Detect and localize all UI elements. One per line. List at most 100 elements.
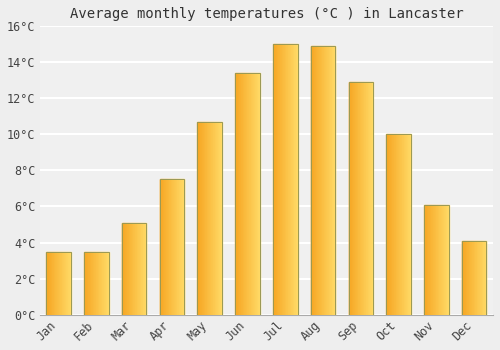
Bar: [429, 205, 430, 315]
Bar: [323, 46, 324, 315]
Bar: [247, 73, 248, 315]
Bar: [122, 223, 123, 315]
Bar: [392, 134, 393, 315]
Bar: [288, 44, 289, 315]
Bar: [160, 180, 184, 315]
Bar: [141, 223, 142, 315]
Bar: [58, 252, 59, 315]
Bar: [474, 241, 475, 315]
Bar: [410, 134, 411, 315]
Bar: [199, 122, 200, 315]
Bar: [368, 82, 369, 315]
Bar: [367, 82, 368, 315]
Bar: [215, 122, 216, 315]
Bar: [333, 46, 334, 315]
Bar: [286, 44, 287, 315]
Bar: [166, 180, 167, 315]
Bar: [175, 180, 176, 315]
Bar: [446, 205, 447, 315]
Bar: [284, 44, 285, 315]
Bar: [236, 73, 237, 315]
Bar: [165, 180, 166, 315]
Bar: [478, 241, 479, 315]
Bar: [250, 73, 251, 315]
Bar: [131, 223, 132, 315]
Bar: [84, 252, 85, 315]
Bar: [360, 82, 361, 315]
Bar: [431, 205, 432, 315]
Bar: [92, 252, 93, 315]
Bar: [387, 134, 388, 315]
Bar: [395, 134, 396, 315]
Bar: [64, 252, 66, 315]
Bar: [348, 82, 373, 315]
Bar: [400, 134, 401, 315]
Bar: [469, 241, 470, 315]
Bar: [329, 46, 330, 315]
Bar: [396, 134, 398, 315]
Bar: [274, 44, 275, 315]
Bar: [173, 180, 174, 315]
Bar: [123, 223, 124, 315]
Bar: [145, 223, 146, 315]
Bar: [63, 252, 64, 315]
Bar: [349, 82, 350, 315]
Bar: [202, 122, 203, 315]
Bar: [402, 134, 403, 315]
Bar: [394, 134, 395, 315]
Bar: [174, 180, 175, 315]
Bar: [292, 44, 293, 315]
Bar: [239, 73, 240, 315]
Bar: [316, 46, 317, 315]
Bar: [235, 73, 236, 315]
Bar: [330, 46, 331, 315]
Bar: [198, 122, 199, 315]
Bar: [91, 252, 92, 315]
Bar: [204, 122, 206, 315]
Bar: [100, 252, 101, 315]
Bar: [285, 44, 286, 315]
Bar: [480, 241, 481, 315]
Bar: [46, 252, 71, 315]
Bar: [256, 73, 258, 315]
Bar: [331, 46, 332, 315]
Bar: [386, 134, 387, 315]
Bar: [277, 44, 278, 315]
Bar: [326, 46, 328, 315]
Bar: [406, 134, 407, 315]
Bar: [180, 180, 181, 315]
Bar: [313, 46, 314, 315]
Bar: [101, 252, 102, 315]
Bar: [295, 44, 296, 315]
Bar: [134, 223, 136, 315]
Bar: [312, 46, 313, 315]
Bar: [409, 134, 410, 315]
Bar: [104, 252, 105, 315]
Bar: [359, 82, 360, 315]
Bar: [354, 82, 356, 315]
Bar: [321, 46, 322, 315]
Bar: [201, 122, 202, 315]
Bar: [357, 82, 358, 315]
Bar: [438, 205, 439, 315]
Bar: [481, 241, 482, 315]
Bar: [208, 122, 209, 315]
Bar: [428, 205, 429, 315]
Bar: [398, 134, 399, 315]
Bar: [212, 122, 214, 315]
Bar: [287, 44, 288, 315]
Bar: [435, 205, 436, 315]
Bar: [129, 223, 130, 315]
Bar: [318, 46, 320, 315]
Bar: [244, 73, 245, 315]
Bar: [164, 180, 165, 315]
Bar: [408, 134, 409, 315]
Bar: [206, 122, 207, 315]
Bar: [325, 46, 326, 315]
Bar: [468, 241, 469, 315]
Bar: [177, 180, 178, 315]
Bar: [59, 252, 60, 315]
Bar: [278, 44, 279, 315]
Bar: [103, 252, 104, 315]
Bar: [463, 241, 464, 315]
